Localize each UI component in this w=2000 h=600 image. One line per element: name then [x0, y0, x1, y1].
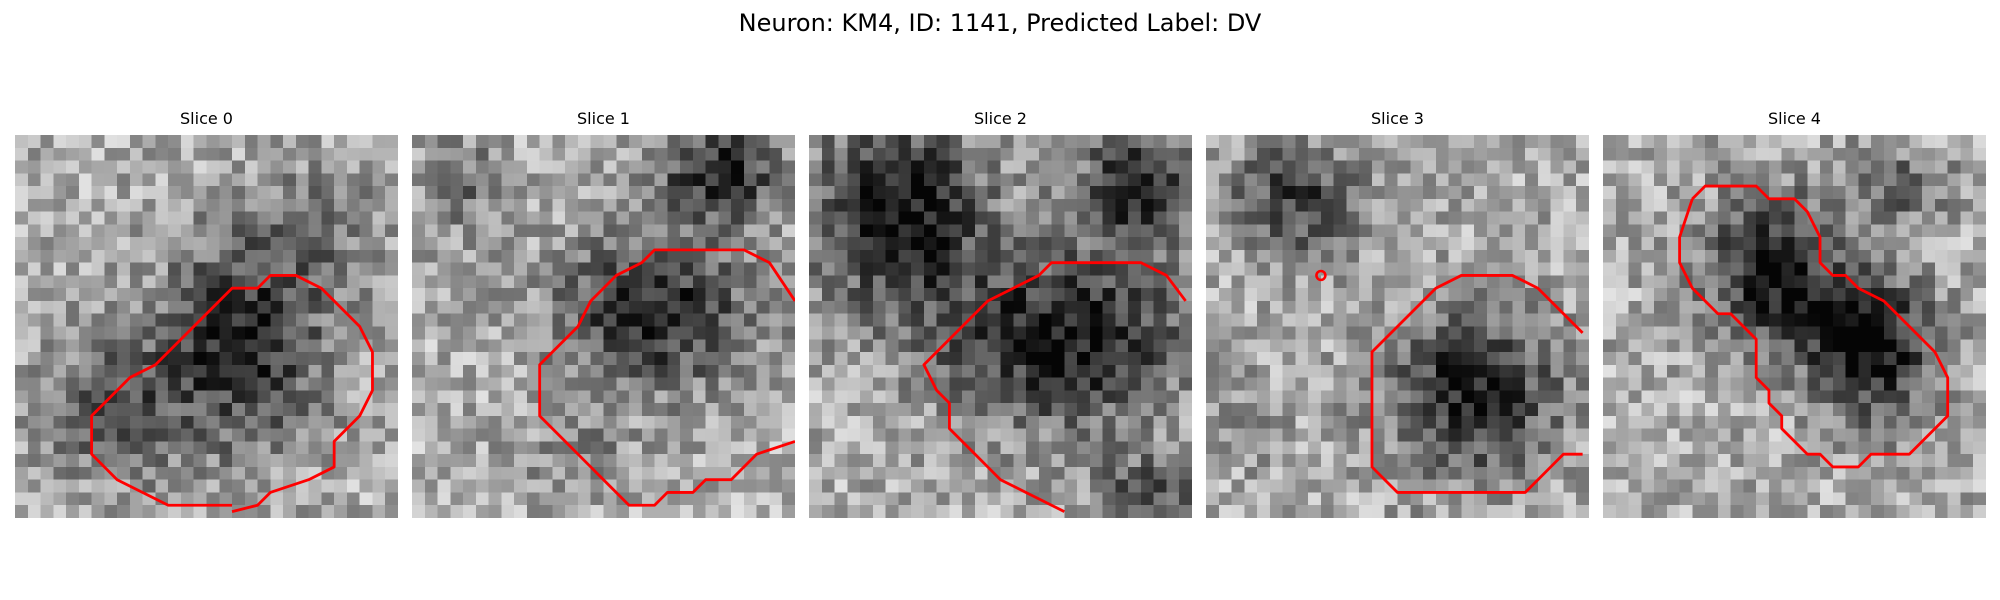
figure-title: Neuron: KM4, ID: 1141, Predicted Label: …: [738, 9, 1262, 37]
slice-title: Slice 2: [974, 109, 1027, 128]
slice-image: [809, 135, 1192, 518]
slice-title: Slice 0: [180, 109, 233, 128]
slice-image: [412, 135, 795, 518]
segmentation-contour-small: [1315, 269, 1327, 282]
segmentation-contour: [922, 261, 1187, 513]
slice-panel-3: Slice 3: [1206, 108, 1589, 518]
slice-image: [15, 135, 398, 518]
slice-title: Slice 3: [1371, 109, 1424, 128]
slice-image: [1206, 135, 1589, 518]
slice-image: [1603, 135, 1986, 518]
slice-title: Slice 4: [1768, 109, 1821, 128]
slice-panel-0: Slice 0: [15, 108, 398, 518]
segmentation-contour: [1678, 184, 1950, 469]
segmentation-contour: [538, 248, 795, 507]
slice-panel-2: Slice 2: [809, 108, 1192, 518]
slice-panel-1: Slice 1: [412, 108, 795, 518]
segmentation-contour: [90, 274, 374, 513]
slice-panel-4: Slice 4: [1603, 108, 1986, 518]
slice-title: Slice 1: [577, 109, 630, 128]
segmentation-contour: [1370, 274, 1584, 494]
